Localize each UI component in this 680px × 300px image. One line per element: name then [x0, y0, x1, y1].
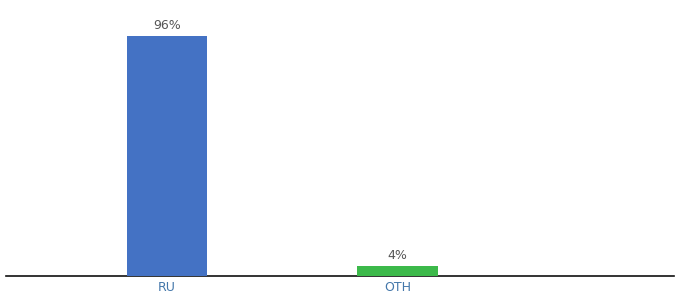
Text: 96%: 96% [153, 19, 181, 32]
Bar [357, 266, 438, 276]
Text: 4%: 4% [388, 249, 407, 262]
Bar [126, 36, 207, 276]
